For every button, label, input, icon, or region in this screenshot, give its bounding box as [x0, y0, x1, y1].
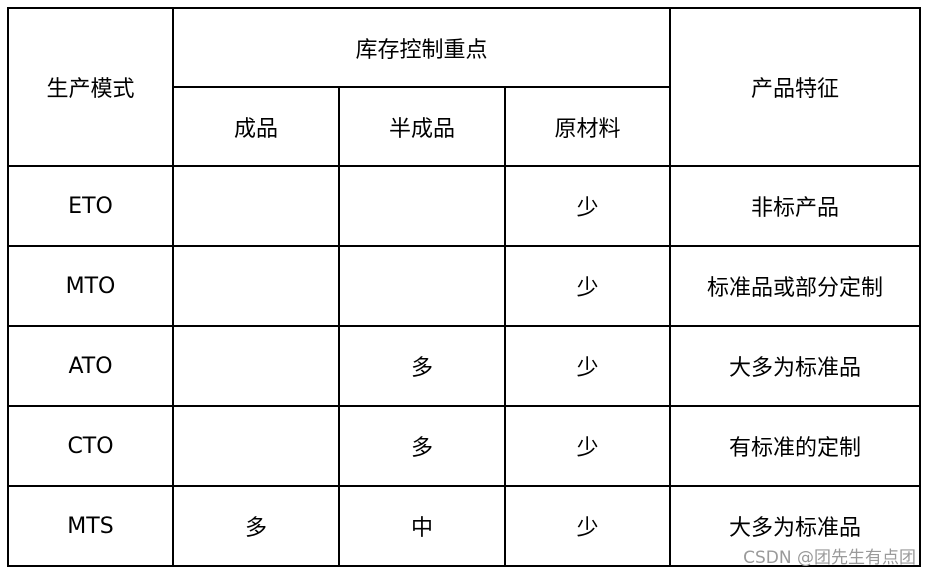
cell-raw: 少 [504, 485, 671, 567]
cell-feature: 大多为标准品 [669, 325, 921, 407]
table-row: MTO 少 标准品或部分定制 [7, 245, 921, 327]
cell-feature: 非标产品 [669, 165, 921, 247]
watermark: CSDN @团先生有点团 [743, 548, 916, 568]
table-row: MTS 多 中 少 大多为标准品 [7, 485, 921, 567]
cell-mode: ETO [7, 165, 174, 247]
cell-semi: 中 [338, 485, 506, 567]
cell-feature: 大多为标准品 [669, 485, 921, 567]
table-row: ETO 少 非标产品 [7, 165, 921, 247]
production-mode-table: 生产模式 库存控制重点 产品特征 成品 半成品 原材料 ETO 少 非标产品 M… [7, 7, 921, 567]
header-raw: 原材料 [504, 86, 671, 167]
cell-finished [172, 245, 340, 327]
header-finished: 成品 [172, 86, 340, 167]
cell-semi [338, 245, 506, 327]
cell-raw: 少 [504, 325, 671, 407]
cell-mode: CTO [7, 405, 174, 487]
cell-semi [338, 165, 506, 247]
table-row: ATO 多 少 大多为标准品 [7, 325, 921, 407]
cell-finished [172, 325, 340, 407]
cell-semi: 多 [338, 405, 506, 487]
cell-raw: 少 [504, 165, 671, 247]
header-semi: 半成品 [338, 86, 506, 167]
cell-finished: 多 [172, 485, 340, 567]
header-mode: 生产模式 [7, 7, 174, 167]
cell-mode: ATO [7, 325, 174, 407]
cell-raw: 少 [504, 405, 671, 487]
cell-mode: MTO [7, 245, 174, 327]
header-feature: 产品特征 [669, 7, 921, 167]
cell-feature: 标准品或部分定制 [669, 245, 921, 327]
cell-finished [172, 405, 340, 487]
cell-semi: 多 [338, 325, 506, 407]
cell-mode: MTS [7, 485, 174, 567]
table-row: CTO 多 少 有标准的定制 [7, 405, 921, 487]
cell-finished [172, 165, 340, 247]
cell-raw: 少 [504, 245, 671, 327]
header-focus-group: 库存控制重点 [172, 7, 671, 88]
cell-feature: 有标准的定制 [669, 405, 921, 487]
